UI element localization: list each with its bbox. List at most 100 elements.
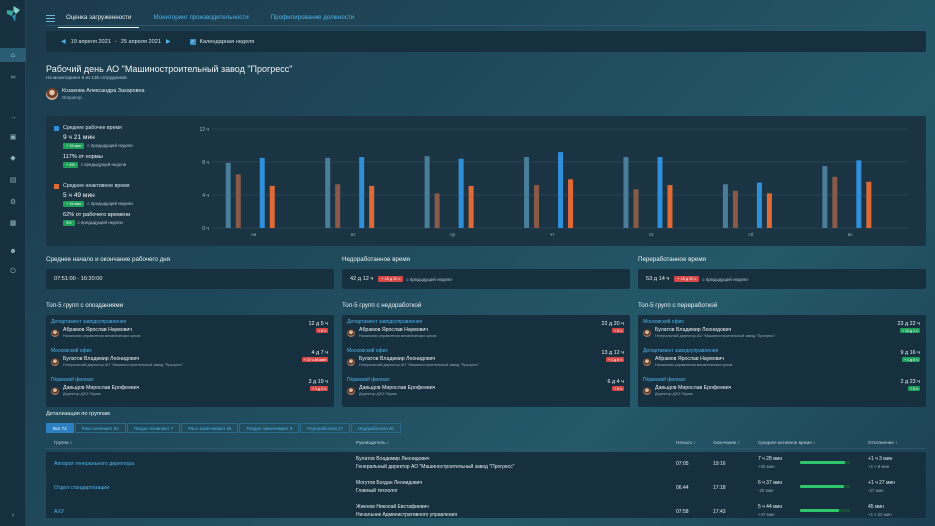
avatar [51,386,59,395]
top-group-dept[interactable]: Пермский филиал [643,377,686,383]
details-table-header: Группа ↕ Руководитель ↕ Начало ↕ Окончан… [46,437,926,449]
top-group-item[interactable]: Департамент заводоуправления Абрамов Ярос… [643,348,920,374]
avatar [347,386,355,395]
col-deviation[interactable]: Отклонение ↕ [868,440,898,445]
legend-norm-delta: + 4% [63,162,78,168]
table-row[interactable]: Отдел стандартизации Могутов Богдан Леони… [46,476,926,500]
row-group-link[interactable]: Аппарат генерального директора [54,461,135,467]
x-tick-label: чт [550,232,555,237]
top-group-item[interactable]: Московский офис Булатов Владимир Леонидов… [51,348,328,374]
menu-icon[interactable] [46,15,55,22]
bar-idle [468,185,474,228]
top-group-role: Директор ДЗО Пермь [359,392,397,396]
diamond-icon[interactable]: ◆ [10,155,16,162]
power-icon[interactable]: ⏻ [10,268,16,275]
date-range-bar: ◀ 19 апреля 2021 - 25 апреля 2021 ▶ ✓ Ка… [46,31,926,52]
filter-overworked[interactable]: Переработали 27 [300,423,351,433]
row-end: 17:18 [713,485,726,491]
col-head[interactable]: Руководитель ↕ [356,440,390,445]
legend-idle-swatch [54,183,59,189]
lock-icon[interactable]: ▣ [9,134,17,141]
top-group-item[interactable]: Пермский филиал Давыдов Мирослав Ерофееви… [347,377,624,403]
row-head-name: Жженов Николай Евстафиевич [356,504,429,510]
filter-underworked[interactable]: Недоработали 40 [351,423,401,433]
top-group-dept[interactable]: Департамент заводоуправления [51,319,127,325]
bar-extra [623,157,629,228]
table-row[interactable]: АХУ Жженов Николай Евстафиевич Начальник А… [46,500,926,518]
top-group-value: 12 д 5 ч [308,321,328,327]
top-group-value: 6 д 4 ч [607,379,624,385]
home-icon[interactable]: ⌂ [0,48,26,62]
top-group-dept[interactable]: Московский офис [347,348,388,354]
expand-icon[interactable]: › [11,511,15,519]
filter-early-start[interactable]: Рано начинают 62 [74,423,126,433]
top-group-item[interactable]: Московский офис Булатов Владимир Леонидов… [347,348,624,374]
row-head-role: Генеральный директор АО "Машиностроитель… [356,464,515,470]
bar-extra [424,156,430,228]
date-start[interactable]: 19 апреля 2021 [70,38,111,45]
top-groups-title: Топ-5 групп с опозданиями [46,302,124,309]
top-group-item[interactable]: Пермский филиал Давыдов Мирослав Ерофееви… [643,377,920,403]
top-group-dept[interactable]: Департамент заводоуправления [347,319,423,325]
summary-start-end-title: Среднее начало и окончание рабочего дня [46,256,171,263]
top-group-item[interactable]: Пермский филиал Давыдов Мирослав Ерофееви… [51,377,328,403]
top-group-dept[interactable]: Московский офис [643,319,684,325]
tab-performance[interactable]: Мониторинг производительности [153,14,249,21]
col-start[interactable]: Начало ↕ [676,440,696,445]
col-deviation-label: Отклонение [868,440,894,445]
top-group-dept[interactable]: Пермский филиал [347,377,390,383]
grid-icon[interactable]: ▦ [9,220,17,227]
row-group-link[interactable]: Отдел стандартизации [54,485,110,491]
avatar [347,357,355,366]
top-group-role: Директор ДЗО Пермь [655,392,693,396]
filter-late-end[interactable]: Поздно заканчивают 9 [239,423,300,433]
col-active[interactable]: Среднее активное время ↕ [758,440,816,445]
filter-late-start[interactable]: Поздно начинают 7 [126,423,181,433]
legend-active-value: 9 ч 21 мин [63,134,95,141]
app-logo[interactable] [6,6,21,22]
avatar [347,328,355,337]
tab-workload[interactable]: Оценка загруженности [58,10,140,28]
summary-start-end-value: 07:51:00 - 16:20:00 [54,276,103,282]
top-group-value: 23 д 22 ч [897,321,920,327]
calendar-week-checkbox[interactable]: ✓ [189,38,196,45]
top-group-item[interactable]: Департамент заводоуправления Абрамов Ярос… [347,319,624,345]
date-end[interactable]: 25 апреля 2021 [120,38,161,45]
next-week-icon[interactable]: ▶ [166,39,171,45]
bar-idle [866,181,872,228]
row-group-link[interactable]: АХУ [54,509,65,515]
summary-under-box: 42 д 12 ч + 15 д 20 ч с предыдущей недел… [342,269,630,289]
row-start: 07:05 [676,461,689,467]
list-icon[interactable]: ▤ [9,177,17,184]
top-group-dept[interactable]: Департамент заводоуправления [643,348,719,354]
login-icon[interactable]: → [9,113,17,121]
legend-idle-delta-note: с предыдущей недели [87,201,133,206]
tab-position-profile[interactable]: Профилирование должности [270,14,355,21]
filter-early-end[interactable]: Рано заканчивают 66 [181,423,239,433]
summary-start-end: Среднее начало и окончание рабочего дня … [46,256,334,289]
prev-week-icon[interactable]: ◀ [61,39,66,45]
top-group-person: Булатов Владимир Леонидович [63,356,140,362]
bar-brown [633,189,639,228]
row-active-bar [800,509,850,512]
settings-icon[interactable]: ⚙ [9,199,17,206]
top-group-value: 4 д 7 ч [311,350,328,356]
share-icon[interactable]: ∞ [10,73,16,81]
calendar-week-label: Календарная неделя [199,38,255,45]
bar-brown [732,190,738,228]
top-group-item[interactable]: Московский офис Булатов Владимир Леонидов… [643,319,920,345]
filter-all[interactable]: Все 72 [46,423,74,433]
top-group-item[interactable]: Департамент заводоуправления Абрамов Ярос… [51,319,328,345]
top-group-person: Абрамов Ярослав Наумович [359,327,428,333]
bar-extra [524,157,530,228]
col-end-label: Окончание [713,440,737,445]
top-group-dept[interactable]: Московский офис [51,348,92,354]
person-card[interactable]: Козакова Александра Захаровна Оператор [46,88,144,100]
user-icon[interactable]: ☻ [9,247,17,255]
top-group-dept[interactable]: Пермский филиал [51,377,94,383]
legend-norm: 117% от нормы [63,154,103,160]
table-row[interactable]: Аппарат генерального директора Булатов Вл… [46,452,926,476]
col-group[interactable]: Группа ↕ [54,440,73,445]
col-end[interactable]: Окончание ↕ [713,440,740,445]
row-active-bar [800,485,850,488]
